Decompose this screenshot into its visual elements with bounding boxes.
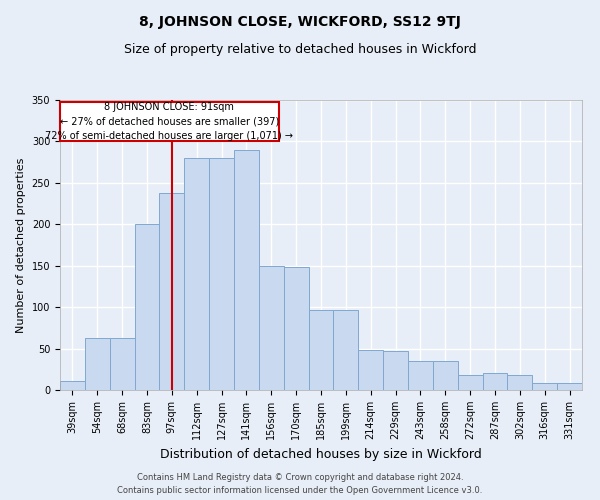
Bar — [383, 351, 408, 390]
Bar — [284, 268, 308, 390]
Text: Contains HM Land Registry data © Crown copyright and database right 2024.
Contai: Contains HM Land Registry data © Crown c… — [118, 474, 482, 495]
Bar — [334, 310, 358, 390]
Bar — [358, 350, 383, 390]
Bar — [308, 310, 334, 390]
FancyBboxPatch shape — [60, 102, 279, 141]
Text: Size of property relative to detached houses in Wickford: Size of property relative to detached ho… — [124, 42, 476, 56]
X-axis label: Distribution of detached houses by size in Wickford: Distribution of detached houses by size … — [160, 448, 482, 460]
Bar — [110, 338, 134, 390]
Bar — [482, 374, 508, 390]
Bar — [160, 193, 184, 390]
Bar — [508, 375, 532, 390]
Bar — [184, 158, 209, 390]
Bar — [234, 150, 259, 390]
Bar — [259, 266, 284, 390]
Bar — [60, 381, 85, 390]
Bar — [433, 361, 458, 390]
Text: 8, JOHNSON CLOSE, WICKFORD, SS12 9TJ: 8, JOHNSON CLOSE, WICKFORD, SS12 9TJ — [139, 15, 461, 29]
Y-axis label: Number of detached properties: Number of detached properties — [16, 158, 26, 332]
Bar — [85, 338, 110, 390]
Bar — [458, 375, 482, 390]
Bar — [408, 361, 433, 390]
Bar — [557, 384, 582, 390]
Bar — [134, 224, 160, 390]
Text: 8 JOHNSON CLOSE: 91sqm
← 27% of detached houses are smaller (397)
72% of semi-de: 8 JOHNSON CLOSE: 91sqm ← 27% of detached… — [46, 102, 293, 141]
Bar — [532, 384, 557, 390]
Bar — [209, 158, 234, 390]
